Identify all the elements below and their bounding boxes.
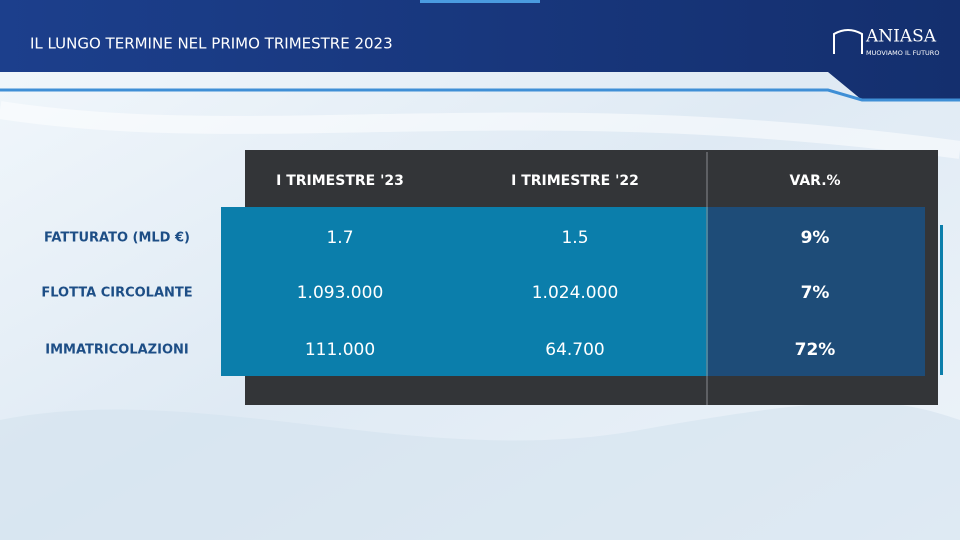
- logo-tagline: MUOVIAMO IL FUTURO: [866, 49, 939, 57]
- row-label: FATTURATO (MLD €): [44, 231, 190, 246]
- wave: [0, 101, 960, 159]
- logo-mark: [833, 29, 863, 54]
- value-cell: 64.700: [545, 340, 604, 360]
- logo-name: ANIASA: [865, 27, 937, 47]
- variation-cell: 9%: [801, 228, 830, 248]
- table-body-highlight: [708, 207, 925, 376]
- variation-cell: 72%: [795, 340, 836, 360]
- header-edge: [0, 88, 960, 102]
- column-header: I TRIMESTRE '22: [511, 173, 639, 189]
- variation-cell: 7%: [801, 283, 830, 303]
- table: I TRIMESTRE '23 I TRIMESTRE '22 VAR.% FATTU…: [41, 173, 840, 360]
- value-cell: 1.093.000: [297, 283, 384, 303]
- logo: ANIASA MUOVIAMO IL FUTURO: [833, 27, 939, 57]
- wave: [0, 402, 960, 540]
- value-cell: 1.7: [326, 228, 353, 248]
- column-header: I TRIMESTRE '23: [276, 173, 404, 189]
- row-label: IMMATRICOLAZIONI: [45, 343, 188, 358]
- side-accent: [940, 225, 943, 375]
- table-body: [221, 207, 708, 376]
- column-header: VAR.%: [789, 173, 840, 189]
- top-accent: [420, 0, 540, 3]
- value-cell: 111.000: [305, 340, 375, 360]
- header-band: [0, 0, 960, 100]
- row-label: FLOTTA CIRCOLANTE: [41, 286, 192, 301]
- value-cell: 1.5: [561, 228, 588, 248]
- slide-title: IL LUNGO TERMINE NEL PRIMO TRIMESTRE 202…: [30, 35, 393, 53]
- value-cell: 1.024.000: [532, 283, 619, 303]
